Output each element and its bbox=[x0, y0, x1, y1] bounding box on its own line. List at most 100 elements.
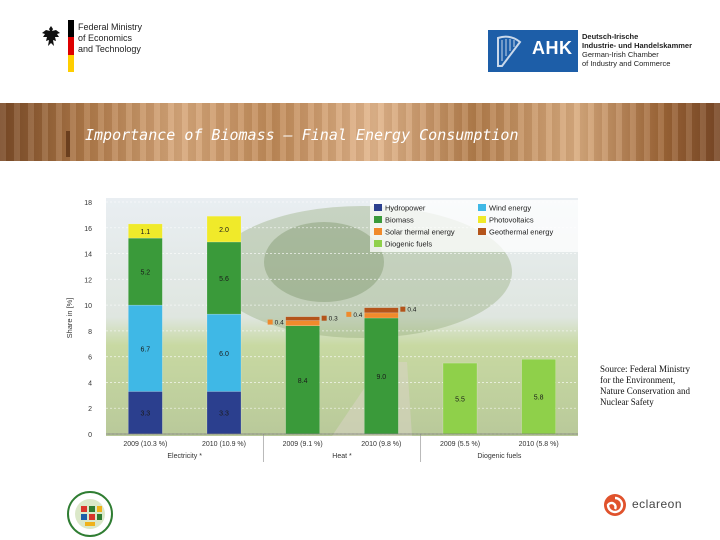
y-tick-label: 8 bbox=[88, 329, 92, 336]
category-label: 2010 (10.9 %) bbox=[202, 441, 246, 448]
y-tick-label: 10 bbox=[84, 303, 92, 310]
chart-svg: 3.3 6.7 5.2 1.1 3.3 6.0 5.6 2.0 8.4 0.4 0.3 9.0 0.4 0… bbox=[65, 198, 582, 462]
ahk-chamber-name: Deutsch-Irische Industrie- und Handelska… bbox=[582, 32, 692, 68]
ahk-logo-box: AHK bbox=[488, 30, 578, 72]
bar-segment bbox=[128, 391, 163, 435]
data-label: 5.5 bbox=[455, 397, 465, 404]
banner-texture bbox=[0, 103, 720, 161]
bar-segment bbox=[364, 317, 399, 435]
data-label: 6.0 bbox=[219, 351, 229, 358]
data-label: 3.3 bbox=[140, 411, 150, 418]
title-accent-bar bbox=[66, 131, 70, 157]
eclareon-spiral-icon bbox=[604, 494, 626, 516]
legend-swatch bbox=[374, 204, 382, 211]
data-label: 3.3 bbox=[219, 411, 229, 418]
bar-segment bbox=[364, 307, 399, 314]
source-note: Source: Federal Ministry for the Environ… bbox=[600, 364, 690, 407]
category-label: 2010 (9.8 %) bbox=[361, 441, 401, 448]
ahk-logo: AHK Deutsch-Irische Industrie- und Hande… bbox=[488, 30, 693, 74]
ahk-line-4: of Industry and Commerce bbox=[582, 59, 671, 68]
flag-stripe-gold bbox=[68, 54, 74, 72]
legend-swatch bbox=[478, 204, 486, 211]
data-label: 0.4 bbox=[353, 312, 362, 319]
data-label: 5.2 bbox=[140, 270, 150, 277]
federal-eagle-icon bbox=[42, 26, 60, 46]
y-tick-label: 16 bbox=[84, 226, 92, 233]
group-label: Heat * bbox=[332, 453, 352, 460]
eclareon-logo: eclareon bbox=[602, 492, 692, 518]
bar-segment bbox=[206, 241, 242, 315]
eclareon-label: eclareon bbox=[632, 497, 683, 511]
bar-segment bbox=[521, 358, 556, 435]
title-banner bbox=[0, 103, 720, 161]
german-flag-bar bbox=[68, 20, 74, 72]
renewables-made-in-germany-logo bbox=[67, 491, 113, 537]
ministry-line-1: Federal Ministry bbox=[78, 22, 143, 32]
legend-label: Hydropower bbox=[385, 204, 426, 213]
data-label-marker bbox=[267, 319, 273, 325]
legend-swatch bbox=[478, 216, 486, 223]
data-label: 2.0 bbox=[219, 227, 229, 234]
group-label: Diogenic fuels bbox=[477, 453, 521, 460]
data-label: 0.4 bbox=[275, 320, 284, 327]
data-label: 8.4 bbox=[298, 378, 308, 385]
bar-segment bbox=[285, 316, 320, 321]
ministry-name: Federal Ministry of Economics and Techno… bbox=[78, 22, 158, 55]
category-label: 2010 (5.8 %) bbox=[519, 441, 559, 448]
slide-title: Importance of Biomass – Final Energy Con… bbox=[85, 126, 519, 144]
ahk-line-2: Industrie- und Handelskammer bbox=[582, 41, 693, 50]
legend-label: Biomass bbox=[385, 216, 414, 225]
y-tick-label: 2 bbox=[88, 406, 92, 413]
group-label: Electricity * bbox=[167, 453, 202, 460]
bar-segment bbox=[364, 312, 399, 319]
legend-label: Geothermal energy bbox=[489, 228, 553, 237]
ahk-label: AHK bbox=[532, 38, 573, 58]
bar-segment bbox=[128, 237, 163, 306]
bar-segment bbox=[128, 223, 163, 239]
data-label: 9.0 bbox=[376, 374, 386, 381]
legend-label: Wind energy bbox=[489, 204, 531, 213]
tree-canopy-dark bbox=[264, 222, 384, 302]
ahk-line-1: Deutsch-Irische bbox=[582, 32, 639, 41]
ministry-line-3: and Technology bbox=[78, 44, 141, 54]
y-tick-label: 12 bbox=[84, 277, 92, 284]
legend-swatch bbox=[374, 216, 382, 223]
legend-label: Solar thermal energy bbox=[385, 228, 455, 237]
ahk-line-3: German-Irish Chamber bbox=[582, 50, 659, 59]
bar-segment bbox=[206, 391, 242, 435]
flag-stripe-black bbox=[68, 20, 74, 38]
legend-label: Diogenic fuels bbox=[385, 240, 432, 249]
category-label: 2009 (5.5 %) bbox=[440, 441, 480, 448]
legend-label: Photovoltaics bbox=[489, 216, 534, 225]
y-tick-label: 0 bbox=[88, 432, 92, 439]
y-tick-label: 6 bbox=[88, 355, 92, 362]
bar-segment bbox=[206, 215, 242, 243]
biomass-chart: 3.3 6.7 5.2 1.1 3.3 6.0 5.6 2.0 8.4 0.4 0.3 9.0 0.4 0… bbox=[62, 192, 586, 466]
ministry-logo: Federal Ministry of Economics and Techno… bbox=[40, 20, 150, 76]
data-label: 5.6 bbox=[219, 276, 229, 283]
bar-segment bbox=[442, 362, 478, 435]
data-label: 0.3 bbox=[329, 316, 338, 323]
category-label: 2009 (9.1 %) bbox=[283, 441, 323, 448]
y-tick-label: 14 bbox=[84, 252, 92, 259]
harp-icon bbox=[497, 35, 522, 67]
legend-swatch bbox=[374, 240, 382, 247]
data-label: 5.8 bbox=[534, 395, 544, 402]
bar-segment bbox=[285, 320, 320, 326]
data-label-marker bbox=[321, 315, 327, 321]
ministry-line-2: of Economics bbox=[78, 33, 133, 43]
data-label: 6.7 bbox=[140, 346, 150, 353]
legend-swatch bbox=[374, 228, 382, 235]
legend-swatch bbox=[478, 228, 486, 235]
y-tick-label: 18 bbox=[84, 200, 92, 207]
y-tick-label: 4 bbox=[88, 380, 92, 387]
data-label: 1.1 bbox=[140, 229, 150, 236]
bar-segment bbox=[128, 304, 163, 392]
data-label-marker bbox=[400, 306, 406, 312]
data-label-marker bbox=[346, 311, 352, 317]
data-label: 0.4 bbox=[407, 307, 416, 314]
category-label: 2009 (10.3 %) bbox=[123, 441, 167, 448]
legend-box bbox=[370, 200, 582, 252]
flag-stripe-red bbox=[68, 37, 74, 55]
y-axis-label: Share in [%] bbox=[65, 298, 74, 339]
